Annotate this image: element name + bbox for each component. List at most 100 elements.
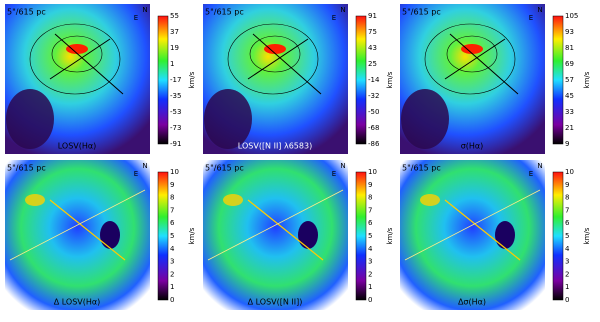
colorbar <box>552 171 564 301</box>
caption: Δ LOSV([N II]) <box>248 298 303 307</box>
colorbar-tick-label: 45 <box>565 92 574 100</box>
dark-region <box>6 89 54 149</box>
colorbar-tick-label: 9 <box>170 181 174 189</box>
colorbar-tick-label: -86 <box>368 140 380 148</box>
caption: Δσ(Hα) <box>458 298 486 307</box>
colorbar-tick-label: 21 <box>565 124 574 132</box>
colorbar-tick-label: 8 <box>170 194 174 202</box>
colorbar-tick-label: 9 <box>565 140 569 148</box>
colorbar-tick-label: 1 <box>565 283 569 291</box>
scale-label: 5"/615 pc <box>402 8 441 17</box>
compass-n: N <box>340 162 345 170</box>
colorbar-tick-label: 43 <box>368 44 377 52</box>
colorbar-tick-label: 81 <box>565 44 574 52</box>
red-knot <box>461 44 483 54</box>
colorbar-tick-label: 0 <box>368 296 372 304</box>
colorbar-tick-label: 19 <box>170 44 179 52</box>
colorbar-tick-label: 6 <box>170 219 175 227</box>
colorbar-tick-label: 8 <box>368 194 372 202</box>
colorbar-tick-label: -17 <box>170 76 181 84</box>
slit <box>54 33 124 95</box>
colorbar <box>157 171 169 301</box>
slit <box>449 33 519 95</box>
colorbar-tick-label: -14 <box>368 76 380 84</box>
scale-label: 5"/615 pc <box>205 164 244 173</box>
scale-label: 5"/615 pc <box>402 164 441 173</box>
colorbar-tick-label: 37 <box>170 28 179 36</box>
compass-n: N <box>142 162 147 170</box>
colorbar-tick-label: 2 <box>565 270 569 278</box>
colorbar-tick-label: 3 <box>565 258 569 266</box>
colorbar-unit: km/s <box>583 71 591 88</box>
colorbar-tick-label: 0 <box>565 296 569 304</box>
colorbar-tick-label: 5 <box>565 232 569 240</box>
colorbar-tick-label: -53 <box>170 108 181 116</box>
compass-n: N <box>537 6 542 14</box>
colorbar-tick-label: -35 <box>170 92 181 100</box>
slit <box>9 189 146 261</box>
colorbar-tick-label: 0 <box>170 296 174 304</box>
slit <box>404 189 541 261</box>
colorbar-tick-label: 7 <box>170 206 174 214</box>
colorbar-tick-label: 10 <box>368 168 377 176</box>
colorbar-tick-label: 7 <box>368 206 372 214</box>
colorbar-unit: km/s <box>386 71 394 88</box>
colorbar-tick-label: -32 <box>368 92 379 100</box>
map <box>400 160 545 310</box>
panel: 5"/615 pc LOSV([N II] λ6583) NE 91 75 43 25 -14… <box>203 4 394 154</box>
panel: 5"/615 pc σ(Hα) NE 105 93 81 69 57 45 33 21 9 km/s <box>400 4 591 154</box>
colorbar-tick-label: 1 <box>368 283 372 291</box>
colorbar-tick-label: 5 <box>368 232 372 240</box>
scale-label: 5"/615 pc <box>7 8 46 17</box>
colorbar-tick-label: -68 <box>368 124 379 132</box>
caption: LOSV(Hα) <box>58 142 97 151</box>
colorbar-tick-label: 9 <box>565 181 569 189</box>
compass-e: E <box>529 14 533 22</box>
slit <box>49 38 111 80</box>
dark-knot <box>100 221 120 249</box>
colorbar-tick-label: 10 <box>170 168 179 176</box>
colorbar-tick-label: -50 <box>368 108 379 116</box>
colorbar-unit: km/s <box>583 227 591 244</box>
red-knot <box>264 44 286 54</box>
colorbar-tick-label: 25 <box>368 60 377 68</box>
colorbar <box>552 15 564 145</box>
colorbar-tick-label: 9 <box>368 181 372 189</box>
compass-n: N <box>537 162 542 170</box>
colorbar-tick-label: 6 <box>368 219 373 227</box>
dark-knot <box>495 221 515 249</box>
contour <box>424 23 516 95</box>
panel: 5"/615 pcΔ LOSV([N II])NE 109876543210km/… <box>203 160 394 310</box>
colorbar <box>355 15 367 145</box>
yellow-patch <box>223 194 243 206</box>
colorbar-tick-label: -91 <box>170 140 181 148</box>
colorbar-tick-label: -73 <box>170 124 181 132</box>
compass-n: N <box>142 6 147 14</box>
caption: σ(Hα) <box>461 142 484 151</box>
scale-label: 5"/615 pc <box>7 164 46 173</box>
contour <box>29 23 121 95</box>
colorbar-tick-label: 2 <box>170 270 174 278</box>
colorbar-unit: km/s <box>386 227 394 244</box>
colorbar-tick-label: 4 <box>170 245 175 253</box>
dark-region <box>401 89 449 149</box>
contour <box>249 35 301 73</box>
dark-knot <box>298 221 318 249</box>
colorbar-tick-label: 6 <box>565 219 570 227</box>
colorbar-tick-label: 33 <box>565 108 574 116</box>
contour <box>51 35 103 73</box>
red-knot <box>66 44 88 54</box>
slit <box>49 199 126 261</box>
colorbar-tick-label: 3 <box>170 258 174 266</box>
colorbar <box>355 171 367 301</box>
yellow-patch <box>420 194 440 206</box>
slit <box>247 199 324 261</box>
colorbar-unit: km/s <box>188 227 196 244</box>
colorbar-tick-label: 7 <box>565 206 569 214</box>
colorbar-tick-label: 10 <box>565 168 574 176</box>
colorbar-tick-label: 2 <box>368 270 372 278</box>
colorbar-tick-label: 93 <box>565 28 574 36</box>
yellow-patch <box>25 194 45 206</box>
